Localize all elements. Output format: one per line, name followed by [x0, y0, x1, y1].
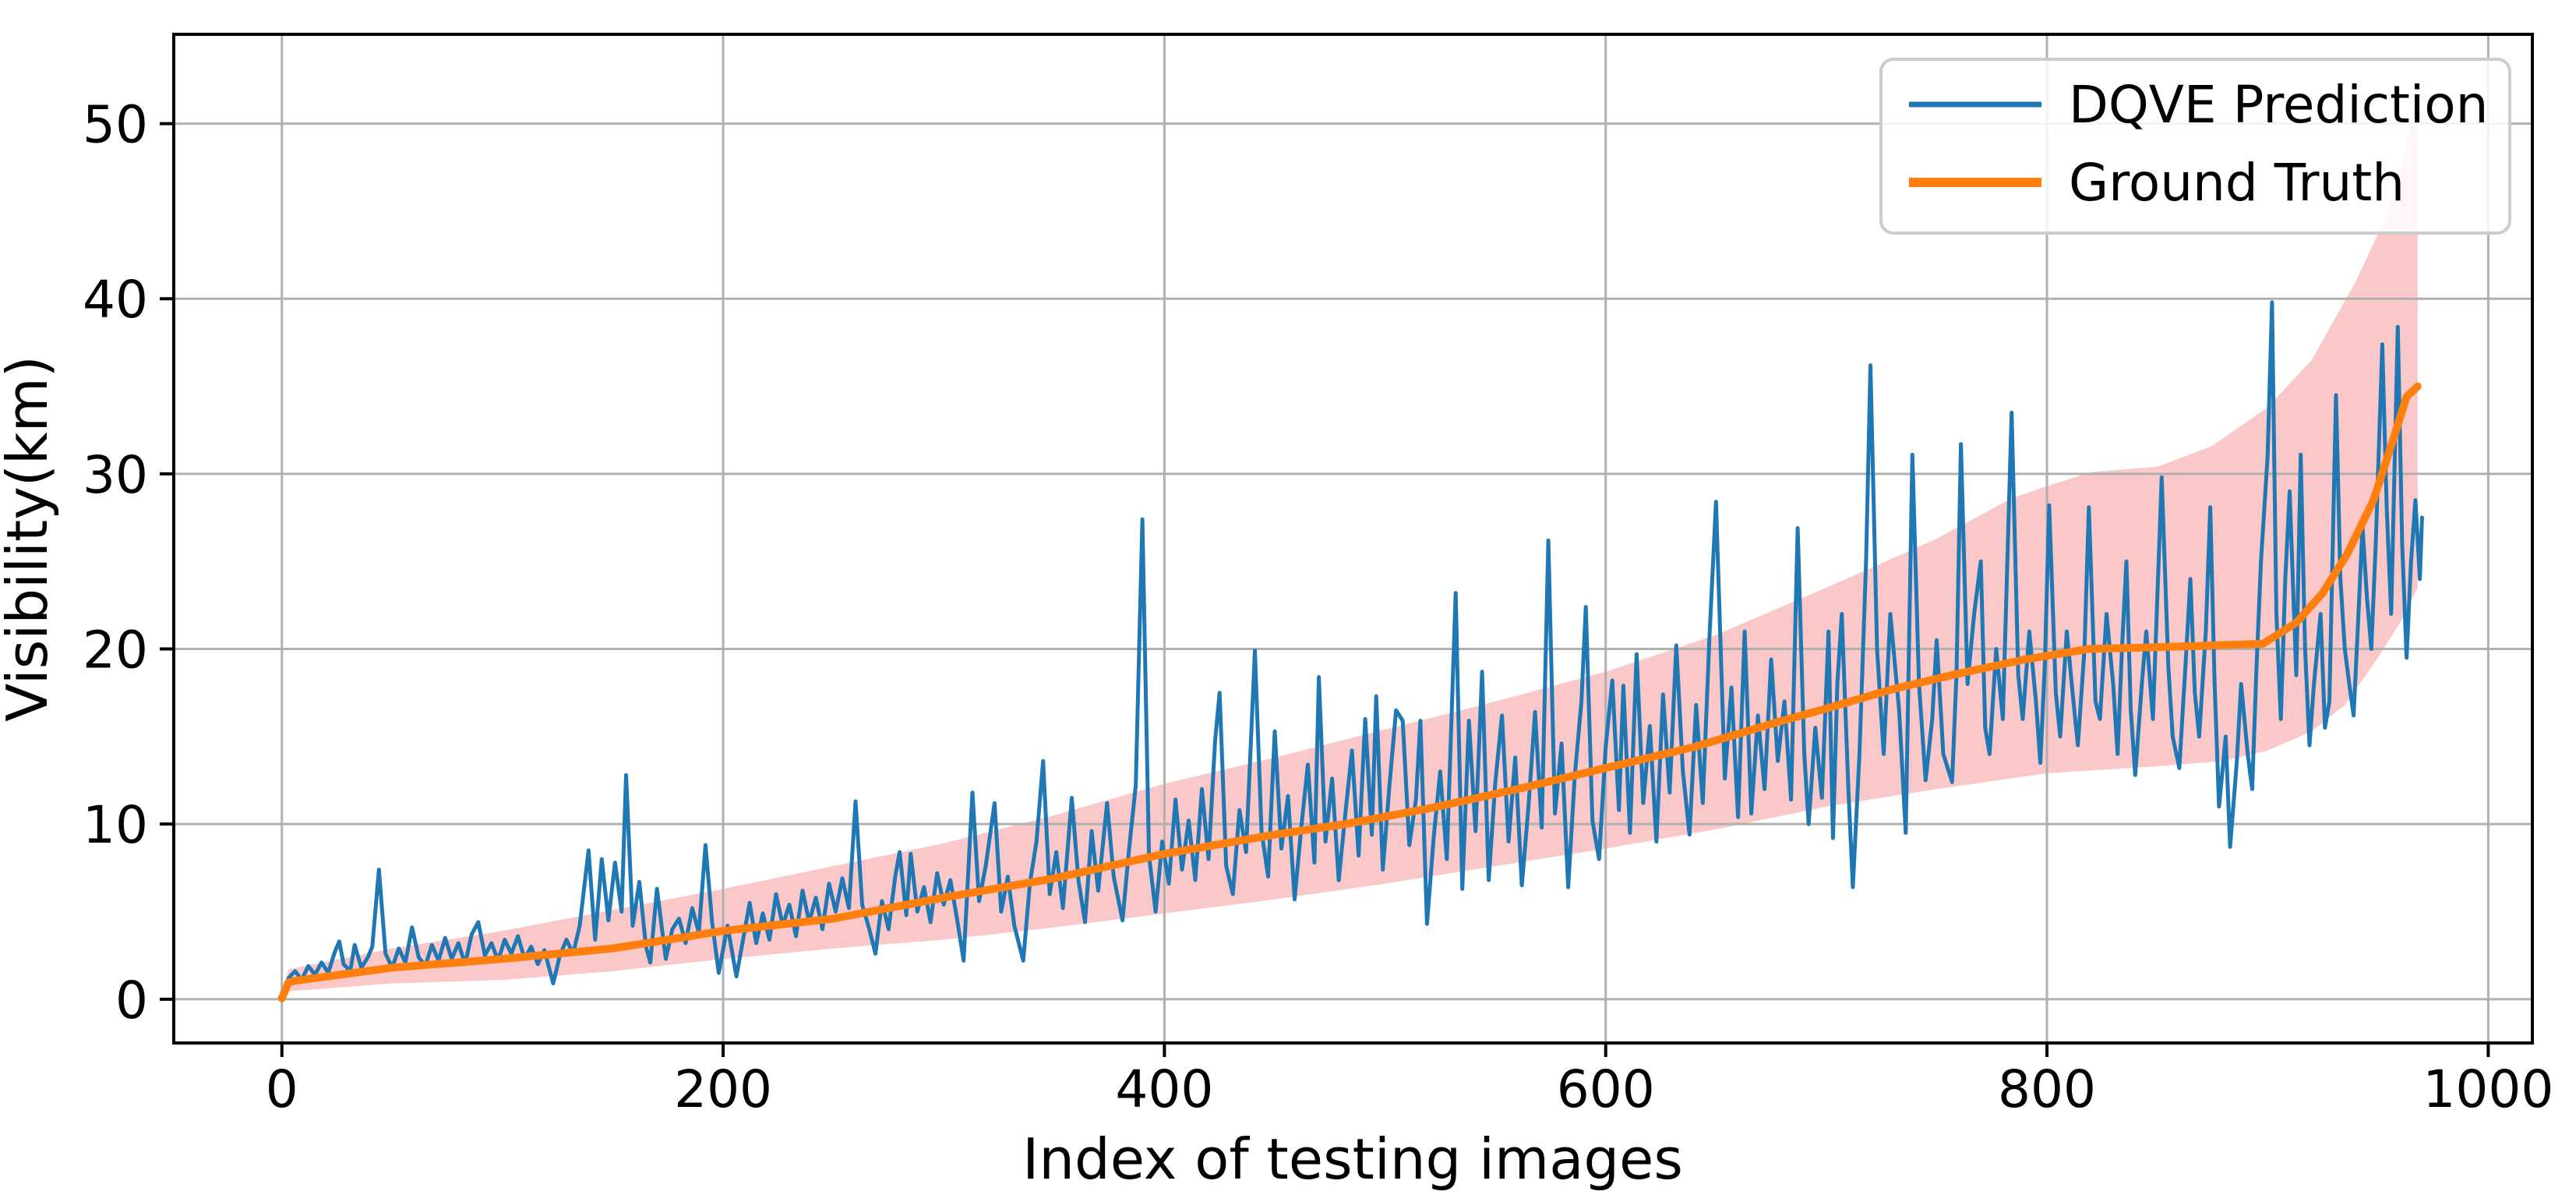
tolerance-band-area — [281, 83, 2418, 999]
x-tick-label: 600 — [1557, 1059, 1655, 1119]
plot-spines — [172, 33, 2534, 1045]
x-tick-label: 200 — [674, 1059, 772, 1119]
y-tick-label: 10 — [83, 795, 148, 855]
y-tick-label: 40 — [83, 270, 148, 330]
band-layer — [281, 83, 2418, 999]
y-tick-label: 20 — [83, 620, 148, 681]
y-tick-label: 0 — [115, 970, 148, 1031]
legend: DQVE Prediction Ground Truth — [1879, 58, 2511, 235]
series-layer — [277, 300, 2424, 1002]
x-tick-label: 1000 — [2422, 1059, 2553, 1119]
x-axis-label: Index of testing images — [1022, 1126, 1683, 1192]
series-line-dqve-prediction — [286, 300, 2424, 986]
y-axis-label: Visibility(km) — [0, 355, 60, 722]
series-line-ground-truth — [277, 382, 2422, 1002]
y-tick-label: 30 — [83, 445, 148, 505]
tick-layer: 0 200 400 600 800 1000 0 10 20 30 40 50 — [83, 95, 2553, 1119]
x-tick-label: 0 — [266, 1059, 298, 1119]
legend-label-ground-truth: Ground Truth — [2069, 153, 2405, 213]
y-tick-label: 50 — [83, 95, 148, 155]
x-tick-label: 800 — [1998, 1059, 2096, 1119]
legend-label-prediction: DQVE Prediction — [2069, 75, 2488, 135]
x-tick-label: 400 — [1115, 1059, 1213, 1119]
